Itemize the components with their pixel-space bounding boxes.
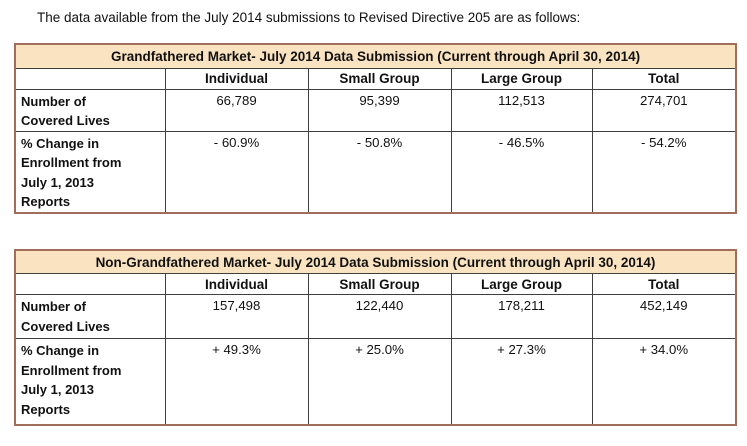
column-header-small-group: Small Group: [307, 67, 452, 90]
data-cell: - 50.8%: [307, 130, 452, 213]
table-title: Non-Grandfathered Market- July 2014 Data…: [15, 249, 736, 274]
table-row: % Change in Enrollment from July 1, 2013…: [14, 130, 737, 213]
column-header-small-group: Small Group: [307, 273, 452, 295]
table-title-row: Grandfathered Market- July 2014 Data Sub…: [15, 44, 737, 69]
column-header-row: Individual Small Group Large Group Total: [14, 273, 737, 295]
data-cell: 95,399: [307, 88, 452, 132]
data-cell: 112,513: [450, 88, 593, 132]
table-row: % Change in Enrollment from July 1, 2013…: [14, 338, 737, 425]
table-title: Grandfathered Market- July 2014 Data Sub…: [15, 44, 737, 69]
data-cell: 157,498: [164, 294, 309, 339]
intro-text: The data available from the July 2014 su…: [37, 10, 581, 25]
data-cell: - 46.5%: [450, 130, 593, 213]
data-cell: 178,211: [450, 294, 593, 339]
table-row: Number of Covered Lives 157,498 122,440 …: [14, 294, 737, 339]
data-cell: + 25.0%: [307, 338, 452, 425]
row-header-covered-lives: Number of Covered Lives: [14, 88, 166, 132]
row-header-covered-lives: Number of Covered Lives: [14, 294, 166, 339]
document-page: The data available from the July 2014 su…: [0, 9, 747, 426]
data-cell: + 49.3%: [164, 338, 309, 425]
data-cell: 122,440: [307, 294, 452, 339]
data-cell: 66,789: [164, 88, 309, 132]
row-header-pct-change: % Change in Enrollment from July 1, 2013…: [14, 338, 166, 425]
grandfathered-market-table: Grandfathered Market- July 2014 Data Sub…: [14, 43, 738, 214]
data-cell: - 54.2%: [591, 130, 737, 213]
non-grandfathered-market-table: Non-Grandfathered Market- July 2014 Data…: [14, 248, 737, 426]
column-header-individual: Individual: [164, 67, 309, 90]
column-header-individual: Individual: [164, 273, 309, 295]
column-header-total: Total: [591, 67, 737, 90]
data-cell: + 34.0%: [591, 338, 737, 425]
data-cell: 274,701: [591, 88, 737, 132]
table-row: Number of Covered Lives 66,789 95,399 11…: [14, 88, 737, 132]
corner-cell: [14, 67, 166, 90]
column-header-large-group: Large Group: [450, 67, 593, 90]
row-header-pct-change: % Change in Enrollment from July 1, 2013…: [14, 130, 166, 213]
data-cell: 452,149: [591, 294, 737, 339]
table-title-row: Non-Grandfathered Market- July 2014 Data…: [15, 249, 736, 274]
column-header-large-group: Large Group: [450, 273, 593, 295]
column-header-total: Total: [591, 273, 737, 295]
data-cell: + 27.3%: [450, 338, 593, 425]
data-cell: - 60.9%: [164, 130, 309, 213]
column-header-row: Individual Small Group Large Group Total: [14, 67, 737, 90]
corner-cell: [14, 273, 166, 295]
